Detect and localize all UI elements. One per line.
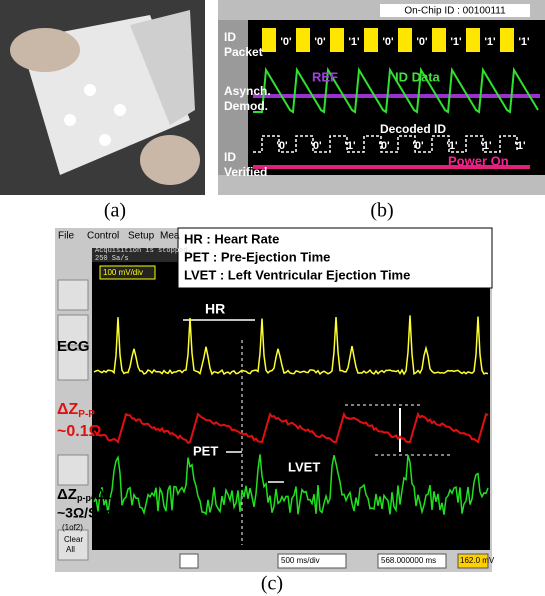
asynch-label: Asynch. (224, 84, 271, 98)
decoded-wave (253, 135, 518, 153)
photo (0, 0, 205, 195)
id-verified-label: Verified (224, 165, 267, 179)
id-data-label: ID Data (395, 69, 441, 84)
dz-label: ΔZP-P (57, 401, 95, 419)
packet-bit: '1' (450, 36, 462, 48)
status: Acquisition is stopped. (95, 247, 192, 255)
timebase: 500 ms/div (281, 556, 320, 565)
packet-pulse (432, 28, 446, 52)
caption: (a) (104, 200, 126, 222)
ecg-label: ECG (57, 338, 90, 355)
menu-item[interactable]: Mea (160, 231, 180, 242)
pet-label: PET (193, 443, 218, 458)
decoded-bit: '1' (446, 140, 458, 152)
decoded-bit: '1' (344, 140, 356, 152)
packet-pulse (500, 28, 514, 52)
id-verified-label: ID (224, 150, 236, 164)
legend-line: LVET : Left Ventricular Ejection Time (184, 267, 410, 282)
menu-item[interactable]: Control (87, 231, 119, 242)
packet-pulse (466, 28, 480, 52)
trigger: 162.0 mV (460, 556, 495, 565)
packet-bit: '0' (416, 36, 428, 48)
id-data-wave (253, 66, 539, 114)
impedance-wave (93, 411, 489, 445)
page: (1of2) (62, 523, 83, 532)
packet-pulse (262, 28, 276, 52)
status: 250 Sa/s (95, 255, 129, 263)
legend-line: PET : Pre-Ejection Time (184, 249, 330, 264)
ecg-wave (93, 315, 489, 376)
id-packet-label: Packet (224, 45, 263, 59)
clear-button[interactable]: All (66, 545, 75, 554)
packet-bit: '1' (484, 36, 496, 48)
dzdt-label: ΔZp-p/Δt (57, 486, 111, 503)
ref-label: REF (312, 69, 338, 84)
decoded-bit: '0' (310, 140, 322, 152)
clear-button[interactable]: Clear (64, 535, 83, 544)
position: 568.000000 ms (381, 556, 436, 565)
hr-label: HR (205, 301, 225, 317)
lvet-label: LVET (288, 459, 320, 474)
packet-bit: '1' (348, 36, 360, 48)
packet-bit: '0' (382, 36, 394, 48)
packet-pulse (398, 28, 412, 52)
packet-bit: '1' (518, 36, 530, 48)
packet-pulse (364, 28, 378, 52)
scale: 100 mV/div (103, 268, 143, 277)
decoded-bit: '1' (514, 140, 526, 152)
decoded-id-label: Decoded ID (380, 122, 446, 136)
caption: (c) (261, 573, 283, 595)
menu-item[interactable]: Setup (128, 231, 155, 242)
asynch-label: Demod. (224, 99, 268, 113)
packet-pulse (330, 28, 344, 52)
derivative-wave (93, 454, 489, 516)
packet-pulse (296, 28, 310, 52)
packet-bit: '0' (314, 36, 326, 48)
decoded-bit: '1' (480, 140, 492, 152)
menu-item[interactable]: File (58, 231, 75, 242)
caption: (b) (370, 200, 393, 222)
packet-bit: '0' (280, 36, 292, 48)
chip-id: On-Chip ID : 00100111 (404, 6, 506, 17)
decoded-bit: '0' (276, 140, 288, 152)
dz-value: ~0.1Ω (57, 423, 102, 440)
power-on-label: Power On (448, 153, 509, 168)
decoded-bit: '0' (378, 140, 390, 152)
dzdt-value: ~3Ω/Sec (57, 505, 113, 521)
decoded-bit: '0' (412, 140, 424, 152)
id-packet-label: ID (224, 30, 236, 44)
legend-line: HR : Heart Rate (184, 231, 279, 246)
